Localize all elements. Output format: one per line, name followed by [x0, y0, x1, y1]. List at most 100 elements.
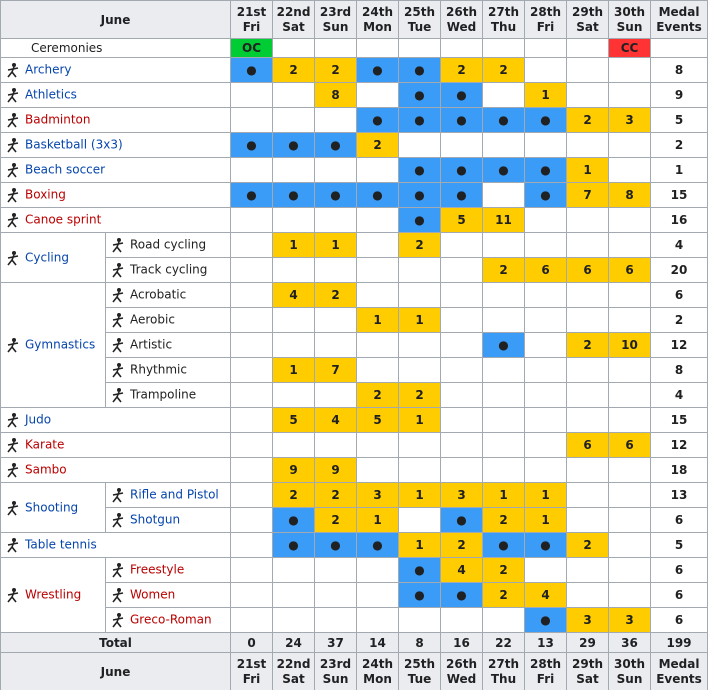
day-cell: 2: [314, 282, 358, 308]
day-cell: [440, 307, 484, 333]
sport-label[interactable]: Gymnastics: [25, 337, 96, 352]
day-date: 28th: [530, 4, 561, 19]
day-cell: [608, 507, 652, 533]
sport-label[interactable]: Greco-Roman: [130, 612, 212, 627]
sport-name: Aerobic: [104, 307, 232, 333]
ceremony-cell: [398, 38, 442, 58]
sport-label[interactable]: Wrestling: [25, 587, 82, 602]
day-cell: [440, 382, 484, 408]
event-row: Basketball (3x3) ● ● ● 2 2: [0, 132, 708, 158]
day-cell: [356, 82, 400, 108]
event-row: Sambo 9 9 18: [0, 457, 708, 483]
sport-name: Artistic: [104, 332, 232, 358]
day-cell: ●: [440, 107, 484, 133]
sport-label[interactable]: Cycling: [25, 250, 69, 264]
day-cell: [272, 582, 316, 608]
sport-name: Road cycling: [104, 232, 232, 258]
day-cell: 1: [398, 407, 442, 433]
sport-label[interactable]: Karate: [25, 437, 65, 452]
sport-name: Gymnastics: [0, 282, 106, 408]
day-cell: ●: [398, 557, 442, 583]
sport-icon: [7, 413, 19, 428]
day-header: 29th Sat: [566, 0, 610, 39]
day-cell: [482, 232, 526, 258]
sport-label[interactable]: Badminton: [25, 112, 91, 127]
day-cell: [356, 432, 400, 458]
day-cell: 2: [566, 332, 610, 358]
sport-name: Trampoline: [104, 382, 232, 408]
sport-label[interactable]: Archery: [25, 62, 72, 77]
sport-icon: [7, 538, 19, 553]
sport-label[interactable]: Shotgun: [130, 512, 181, 527]
day-cell: 8: [608, 182, 652, 208]
sport-name: Rifle and Pistol: [104, 482, 232, 508]
sport-label[interactable]: Shooting: [25, 500, 79, 514]
sport-label[interactable]: Women: [130, 587, 176, 602]
sport-label[interactable]: Boxing: [25, 187, 66, 202]
day-cell: [608, 307, 652, 333]
day-cell: 2: [566, 107, 610, 133]
day-cell: 3: [356, 482, 400, 508]
day-cell: [566, 232, 610, 258]
sport-label[interactable]: Beach soccer: [25, 162, 106, 177]
day-cell: [608, 582, 652, 608]
day-cell: 1: [356, 507, 400, 533]
sport-label[interactable]: Judo: [25, 412, 52, 427]
day-cell: 8: [314, 82, 358, 108]
sport-label[interactable]: Athletics: [25, 87, 77, 102]
day-cell: ●: [398, 182, 442, 208]
medal-cell: 4: [650, 232, 708, 258]
medal-header-line: Medal: [658, 4, 700, 19]
day-cell: [230, 257, 274, 283]
sport-icon: [7, 213, 19, 228]
event-row: Aerobic 1 1 2: [1, 307, 708, 333]
day-cell: ●: [356, 532, 400, 558]
medal-cell: 6: [650, 557, 708, 583]
event-row: Artistic ● 2 10 12: [1, 332, 708, 358]
day-cell: 2: [566, 532, 610, 558]
day-date: 21st: [236, 4, 267, 19]
day-cell: [230, 482, 274, 508]
day-cell: ●: [440, 182, 484, 208]
day-cell: [524, 332, 568, 358]
total-cell: 36: [608, 632, 652, 653]
sport-label[interactable]: Sambo: [25, 462, 67, 477]
total-cell: 14: [356, 632, 400, 653]
day-cell: ●: [440, 82, 484, 108]
sport-name: Boxing: [0, 182, 232, 208]
day-cell: [398, 282, 442, 308]
day-cell: [566, 57, 610, 83]
medal-cell: 15: [650, 407, 708, 433]
day-cell: [272, 82, 316, 108]
day-cell: [230, 332, 274, 358]
medal-cell: 8: [650, 57, 708, 83]
sport-label[interactable]: Basketball (3x3): [25, 137, 123, 152]
sport-icon: [112, 488, 124, 503]
ceremony-cell: [440, 38, 484, 58]
sport-name: Cycling: [0, 232, 106, 283]
day-cell: 2: [314, 57, 358, 83]
sport-label[interactable]: Table tennis: [25, 537, 97, 552]
sport-icon: [7, 188, 19, 203]
sport-label[interactable]: Canoe sprint: [25, 212, 102, 227]
day-header: 23rd Sun: [314, 652, 358, 690]
day-cell: 2: [440, 532, 484, 558]
day-date: 26th: [446, 656, 477, 671]
total-cell: 0: [230, 632, 274, 653]
day-cell: ●: [314, 182, 358, 208]
day-cell: ●: [314, 132, 358, 158]
day-cell: [230, 82, 274, 108]
sport-label[interactable]: Rifle and Pistol: [130, 487, 219, 502]
ceremony-cell: [482, 38, 526, 58]
day-cell: 2: [356, 132, 400, 158]
event-row: Archery ● 2 2 ● ● 2 2 8: [0, 57, 708, 83]
day-cell: [482, 457, 526, 483]
day-cell: [440, 232, 484, 258]
sport-name: Shotgun: [104, 507, 232, 533]
day-cell: [566, 307, 610, 333]
sport-name: Badminton: [0, 107, 232, 133]
day-header: 29th Sat: [566, 652, 610, 690]
day-date: 22nd: [276, 656, 311, 671]
sport-label[interactable]: Freestyle: [130, 562, 185, 577]
sport-icon: [112, 338, 124, 353]
